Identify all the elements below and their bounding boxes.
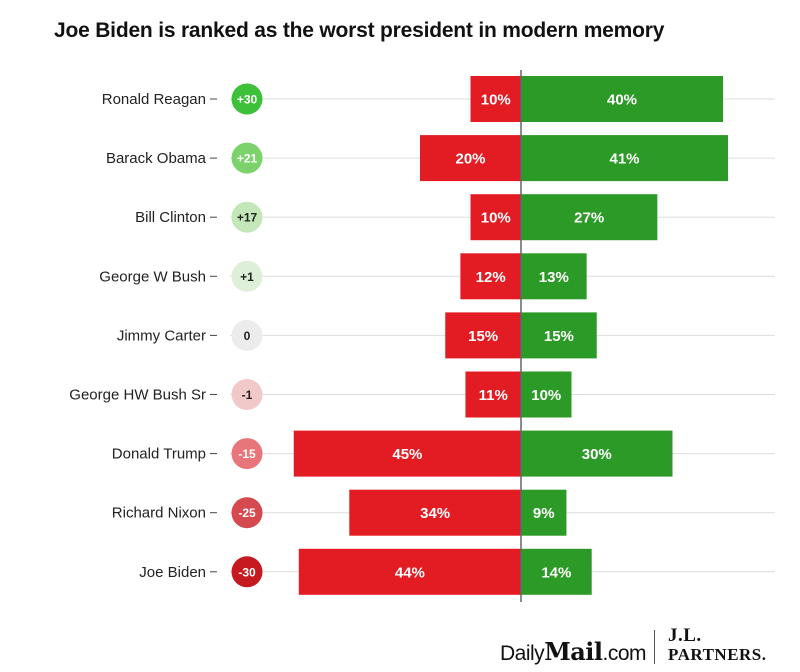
category-label: George HW Bush Sr [69, 387, 206, 404]
net-score-badge [231, 497, 263, 529]
bar-positive-label: 13% [539, 269, 569, 286]
net-score-label: +30 [237, 93, 258, 107]
net-score-label: -25 [238, 506, 256, 520]
net-score-badges: +30 +21 +17 +1 0 -1 -15 -25 -30 [231, 83, 263, 588]
net-score-label: +1 [240, 270, 254, 284]
bar-negative-label: 45% [392, 446, 422, 463]
logo-partners-text: PARTNERS. [668, 645, 767, 664]
net-score-badge [231, 260, 263, 292]
bar-positive-label: 14% [541, 564, 571, 581]
net-score-badge [231, 379, 263, 410]
net-score-label: -30 [238, 565, 256, 579]
category-label: Joe Biden [139, 564, 206, 581]
logo-daily-text: Daily [500, 642, 545, 665]
bar-negative-label: 44% [395, 564, 425, 581]
bar-negative-label: 12% [476, 269, 506, 286]
category-label: Richard Nixon [112, 505, 206, 522]
bar-negative-label: 10% [481, 210, 511, 227]
jl-partners-logo: J.L. PARTNERS. [668, 626, 767, 664]
bars: 10% 40% 20% 41% 10% 27% 12% 13% 15% 15% 11% 10% 45% 3… [293, 76, 729, 595]
net-score-label: +17 [237, 211, 258, 225]
bar-negative [298, 548, 521, 595]
category-label: George W Bush [99, 268, 206, 285]
category-label: Ronald Reagan [102, 91, 206, 108]
bar-negative [445, 312, 521, 359]
bar-positive [521, 312, 597, 359]
net-score-label: -1 [242, 388, 253, 402]
bar-positive-label: 27% [574, 210, 604, 227]
bar-negative-label: 20% [455, 151, 485, 168]
category-label: Barack Obama [106, 150, 207, 167]
chart-area: 10% 40% 20% 41% 10% 27% 12% 13% 15% 15% 11% 10% 45% 3… [69, 70, 775, 602]
category-label: Bill Clinton [135, 209, 206, 226]
net-score-label: 0 [244, 329, 251, 343]
bar-negative [293, 430, 521, 477]
net-score-badge [231, 142, 263, 174]
bar-positive-label: 10% [531, 387, 561, 404]
bar-negative [420, 135, 521, 182]
net-score-label: +21 [237, 152, 258, 166]
category-labels: Ronald Reagan Barack Obama Bill Clinton Geo… [69, 91, 217, 581]
bar-negative-label: 11% [479, 387, 508, 404]
logo-jl-text: J.L. [668, 625, 702, 646]
footer-divider [654, 630, 655, 664]
bar-negative [470, 194, 521, 241]
logo-mail-text: Mail [544, 637, 603, 666]
net-score-badge [231, 201, 263, 233]
bar-positive [521, 194, 658, 241]
bar-positive [521, 430, 673, 477]
bar-negative [465, 371, 521, 418]
net-score-badge [231, 556, 263, 588]
bar-positive [521, 76, 723, 122]
bar-positive [521, 489, 567, 536]
category-label: Jimmy Carter [117, 327, 206, 344]
net-score-badge [231, 83, 263, 115]
bar-positive [521, 253, 587, 300]
bar-negative-label: 10% [481, 92, 511, 109]
bar-positive [521, 371, 572, 418]
bar-positive [521, 135, 729, 182]
footer-branding: DailyMail.com J.L. PARTNERS. [498, 624, 788, 668]
bar-negative [349, 489, 521, 536]
bar-positive-label: 9% [533, 505, 555, 522]
dailymail-logo: DailyMail.com [500, 637, 647, 666]
bar-negative-label: 15% [468, 328, 498, 345]
net-score-badge [231, 438, 263, 470]
logo-dotcom-text: .com [602, 642, 647, 665]
bar-positive-label: 15% [544, 328, 574, 345]
bar-negative [470, 76, 521, 122]
bar-negative-label: 34% [420, 505, 450, 522]
chart-title: Joe Biden is ranked as the worst preside… [54, 19, 665, 42]
net-score-badge [231, 319, 263, 351]
net-score-label: -15 [238, 447, 256, 461]
bar-positive [521, 548, 592, 595]
bar-positive-label: 40% [607, 92, 637, 109]
bar-positive-label: 41% [610, 151, 640, 168]
bar-positive-label: 30% [582, 446, 612, 463]
category-label: Donald Trump [112, 446, 206, 463]
bar-negative [460, 253, 521, 300]
